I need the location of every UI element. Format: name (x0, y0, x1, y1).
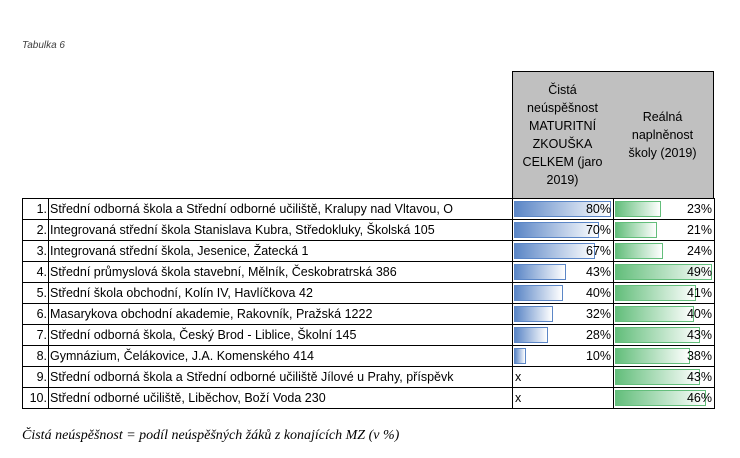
occupancy-value: 38% (686, 349, 712, 363)
fail-rate-bar (514, 327, 548, 343)
row-number: 5. (22, 282, 49, 304)
fail-rate-cell: 10% (512, 345, 614, 367)
table-row: 1. Střední odborná škola a Střední odbor… (22, 198, 715, 220)
table-row: 5. Střední škola obchodní, Kolín IV, Hav… (22, 282, 715, 304)
row-number: 10. (22, 387, 49, 409)
fail-rate-cell: x (512, 366, 614, 388)
fail-rate-bar (514, 285, 563, 301)
occupancy-value: 43% (686, 328, 712, 342)
occupancy-cell: 23% (613, 198, 715, 220)
fail-rate-value: 70% (585, 223, 611, 237)
fail-rate-value: 40% (585, 286, 611, 300)
occupancy-bar (615, 327, 701, 343)
table-row: 3. Integrovaná střední škola, Jesenice, … (22, 240, 715, 262)
fail-rate-bar (514, 222, 599, 238)
occupancy-bar (615, 390, 707, 406)
school-name: Integrovaná střední škola, Jesenice, Žat… (48, 240, 513, 262)
row-number: 1. (22, 198, 49, 220)
fail-rate-value: 80% (585, 202, 611, 216)
fail-rate-value: x (515, 391, 522, 405)
occupancy-bar (615, 369, 701, 385)
fail-rate-cell: 32% (512, 303, 614, 325)
row-number: 2. (22, 219, 49, 241)
occupancy-value: 24% (686, 244, 712, 258)
school-name: Střední průmyslová škola stavební, Mělní… (48, 261, 513, 283)
row-number: 3. (22, 240, 49, 262)
occupancy-value: 23% (686, 202, 712, 216)
table-caption: Tabulka 6 (22, 40, 65, 51)
occupancy-cell: 46% (613, 387, 715, 409)
fail-rate-bar (514, 201, 611, 217)
occupancy-bar (615, 222, 657, 238)
table-row: 10. Střední odborné učiliště, Liběchov, … (22, 387, 715, 409)
fail-rate-cell: 67% (512, 240, 614, 262)
occupancy-value: 21% (686, 223, 712, 237)
occupancy-cell: 38% (613, 345, 715, 367)
fail-rate-cell: x (512, 387, 614, 409)
occupancy-bar (615, 285, 697, 301)
table-row: 9. Střední odborná škola a Střední odbor… (22, 366, 715, 388)
fail-rate-bar (514, 306, 553, 322)
occupancy-value: 43% (686, 370, 712, 384)
fail-rate-value: 43% (585, 265, 611, 279)
occupancy-cell: 24% (613, 240, 715, 262)
occupancy-value: 49% (686, 265, 712, 279)
school-name: Integrovaná střední škola Stanislava Kub… (48, 219, 513, 241)
occupancy-bar (615, 201, 661, 217)
occupancy-bar (615, 243, 663, 259)
occupancy-cell: 41% (613, 282, 715, 304)
occupancy-value: 41% (686, 286, 712, 300)
row-number: 9. (22, 366, 49, 388)
table-row: 6. Masarykova obchodní akademie, Rakovní… (22, 303, 715, 325)
occupancy-bar (615, 264, 712, 280)
footnote: Čistá neúspěšnost = podíl neúspěšných žá… (22, 428, 400, 443)
fail-rate-cell: 43% (512, 261, 614, 283)
fail-rate-cell: 40% (512, 282, 614, 304)
header-occupancy: Reálná naplněnost školy (2019) (612, 71, 714, 198)
row-number: 7. (22, 324, 49, 346)
school-name: Střední škola obchodní, Kolín IV, Havlíč… (48, 282, 513, 304)
fail-rate-value: 28% (585, 328, 611, 342)
fail-rate-cell: 80% (512, 198, 614, 220)
fail-rate-cell: 70% (512, 219, 614, 241)
school-name: Střední odborná škola a Střední odborné … (48, 198, 513, 220)
occupancy-cell: 43% (613, 366, 715, 388)
schools-table: 1. Střední odborná škola a Střední odbor… (22, 198, 715, 409)
fail-rate-bar (514, 243, 596, 259)
occupancy-cell: 49% (613, 261, 715, 283)
occupancy-cell: 43% (613, 324, 715, 346)
school-name: Gymnázium, Čelákovice, J.A. Komenského 4… (48, 345, 513, 367)
fail-rate-cell: 28% (512, 324, 614, 346)
table-row: 8. Gymnázium, Čelákovice, J.A. Komenskéh… (22, 345, 715, 367)
occupancy-value: 40% (686, 307, 712, 321)
fail-rate-value: 10% (585, 349, 611, 363)
occupancy-bar (615, 306, 695, 322)
table-row: 7. Střední odborná škola, Český Brod - L… (22, 324, 715, 346)
row-number: 8. (22, 345, 49, 367)
row-number: 6. (22, 303, 49, 325)
occupancy-bar (615, 348, 691, 364)
occupancy-cell: 40% (613, 303, 715, 325)
occupancy-value: 46% (686, 391, 712, 405)
table-row: 2. Integrovaná střední škola Stanislava … (22, 219, 715, 241)
fail-rate-bar (514, 264, 567, 280)
table-row: 4. Střední průmyslová škola stavební, Mě… (22, 261, 715, 283)
school-name: Masarykova obchodní akademie, Rakovník, … (48, 303, 513, 325)
occupancy-cell: 21% (613, 219, 715, 241)
header-fail-rate: Čistá neúspěšnost MATURITNÍ ZKOUŠKA CELK… (512, 71, 613, 198)
fail-rate-value: 32% (585, 307, 611, 321)
school-name: Střední odborná škola, Český Brod - Libl… (48, 324, 513, 346)
school-name: Střední odborná škola a Střední odborné … (48, 366, 513, 388)
fail-rate-bar (514, 348, 527, 364)
fail-rate-value: x (515, 370, 522, 384)
row-number: 4. (22, 261, 49, 283)
fail-rate-value: 67% (585, 244, 611, 258)
school-name: Střední odborné učiliště, Liběchov, Boží… (48, 387, 513, 409)
